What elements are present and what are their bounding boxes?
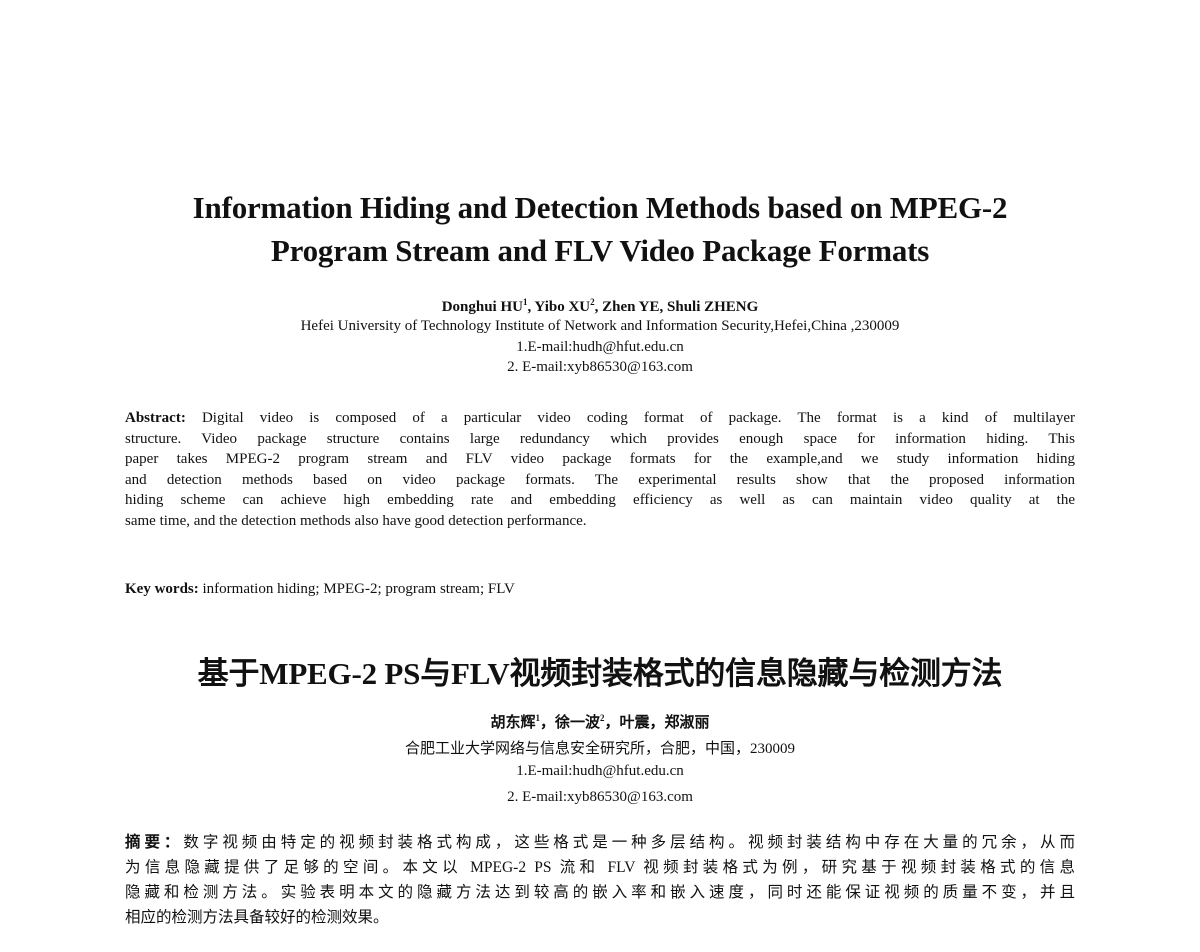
abstract: Abstract: Digital video is composed of a…	[125, 408, 1075, 532]
author-sup: 1	[522, 297, 528, 307]
abstract-line: paper takes MPEG-2 program stream and FL…	[125, 451, 1075, 468]
abstract-line: 为信息隐藏提供了足够的空间。本文以 MPEG-2 PS 流和 FLV 视频封装格…	[125, 859, 1075, 876]
author: Donghui HU	[441, 299, 523, 315]
author-list: Donghui HU1, Yibo XU2, Zhen YE, Shuli ZH…	[441, 297, 759, 315]
author: 叶震	[619, 715, 650, 731]
abstract-label: Abstract:	[125, 410, 186, 426]
abstract-line: structure. Video package structure conta…	[125, 430, 1075, 447]
author: Yibo XU	[534, 299, 591, 315]
author-sup: 2	[590, 297, 595, 307]
chinese-email-1: 1.E-mail:hudh@hfut.edu.cn	[516, 763, 684, 779]
email-2: 2. E-mail:xyb86530@163.com	[507, 359, 693, 375]
chinese-affiliation: 合肥工业大学网络与信息安全研究所，合肥，中国，230009	[404, 741, 795, 757]
keywords: Key words: information hiding; MPEG-2; p…	[125, 579, 1075, 600]
author: Zhen YE	[602, 299, 660, 315]
email-1: 1.E-mail:hudh@hfut.edu.cn	[516, 339, 684, 355]
keywords-text: information hiding; MPEG-2; program stre…	[198, 581, 515, 597]
abstract-line: Abstract: Digital video is composed of a…	[125, 408, 1075, 429]
paper-title-line-2: Program Stream and FLV Video Package For…	[270, 233, 930, 268]
chinese-abstract: 摘要：数字视频由特定的视频封装格式构成，这些格式是一种多层结构。视频封装结构中存…	[125, 830, 1075, 930]
author-sup: 2	[599, 713, 605, 723]
abstract-text: 数字视频由特定的视频封装格式构成，这些格式是一种多层结构。视频封装结构中存在大量…	[183, 834, 1075, 851]
author: 徐一波	[554, 715, 600, 731]
author: 郑淑丽	[664, 715, 710, 731]
chinese-email-2: 2. E-mail:xyb86530@163.com	[507, 789, 693, 805]
abstract-label: 摘要：	[125, 834, 184, 851]
abstract-line: hiding scheme can achieve high embedding…	[125, 492, 1075, 509]
abstract-line: same time, and the detection methods als…	[125, 512, 587, 529]
keywords-label: Key words:	[125, 581, 199, 597]
abstract-line: and detection methods based on video pac…	[125, 471, 1075, 488]
chinese-title: 基于MPEG-2 PS与FLV视频封装格式的信息隐藏与检测方法	[197, 656, 1003, 691]
author-sup: 1	[535, 713, 540, 723]
abstract-line: 隐藏和检测方法。实验表明本文的隐藏方法达到较高的嵌入率和嵌入速度，同时还能保证视…	[125, 884, 1075, 901]
abstract-text: Digital video is composed of a particula…	[185, 410, 1075, 426]
author: Shuli ZHENG	[667, 299, 759, 315]
affiliation: Hefei University of Technology Institute…	[300, 318, 900, 334]
paper-title-line-1: Information Hiding and Detection Methods…	[192, 190, 1008, 225]
author: 胡东辉	[490, 715, 536, 731]
abstract-line: 相应的检测方法具备较好的检测效果。	[125, 909, 389, 926]
chinese-author-list: 胡东辉1，徐一波2，叶震，郑淑丽	[490, 713, 710, 731]
abstract-line: 摘要：数字视频由特定的视频封装格式构成，这些格式是一种多层结构。视频封装结构中存…	[125, 830, 1075, 855]
